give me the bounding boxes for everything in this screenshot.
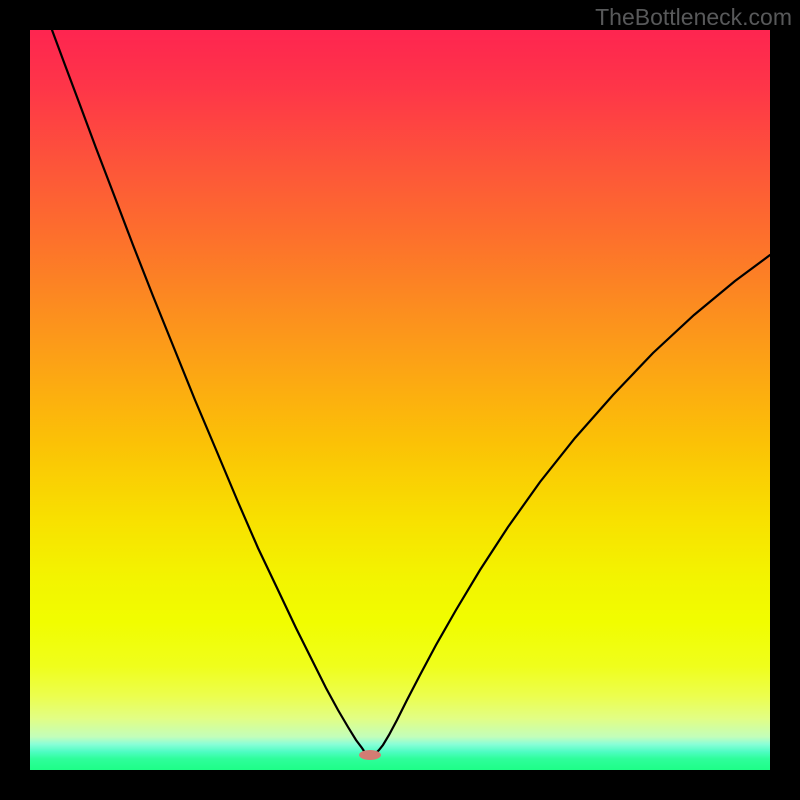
minimum-marker xyxy=(359,750,381,760)
chart-svg xyxy=(30,30,770,770)
plot-area xyxy=(30,30,770,770)
gradient-background xyxy=(30,30,770,770)
watermark-label: TheBottleneck.com xyxy=(595,4,792,30)
watermark-text: TheBottleneck.com xyxy=(595,4,792,31)
